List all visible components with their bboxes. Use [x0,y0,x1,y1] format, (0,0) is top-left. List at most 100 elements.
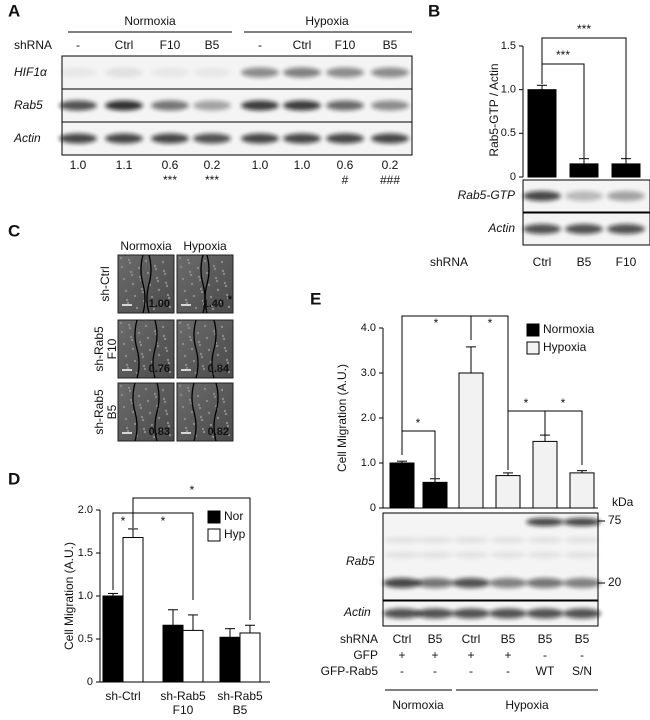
cell-texture [178,384,182,388]
error-bar [188,614,198,631]
blot-band [607,191,645,201]
row-label: GFP [353,648,378,662]
cell-texture [144,324,148,328]
quantification: 1.0 [70,158,87,172]
cell-texture [125,426,129,430]
cell-texture [226,361,230,365]
blot-band [383,608,421,619]
cell-texture [129,270,133,274]
cell-texture [216,353,220,357]
cell-texture [199,287,203,291]
cell-texture [161,388,165,392]
blot-band [384,537,420,543]
cell-texture [156,279,160,283]
blot-band [453,552,489,558]
cell-texture [185,366,189,370]
cell-texture [187,326,191,330]
cell-texture [197,275,201,279]
cell-texture [201,427,205,431]
row-label: B5 [105,404,119,419]
cell-texture [138,403,142,407]
cell-texture [192,359,196,363]
cell-texture [141,418,145,422]
cell-texture [143,367,147,371]
cell-texture [146,399,150,403]
cell-texture [161,260,165,264]
gfp-value: + [398,648,405,662]
y-tick-label: 2.0 [361,412,376,424]
cell-texture [203,387,207,391]
cell-texture [212,329,216,333]
cell-texture [141,290,145,294]
quantification: 0.6 [337,158,354,172]
cell-texture [144,259,148,263]
marker-label: 20 [608,575,622,589]
cell-texture [126,366,130,370]
blot-band [489,578,527,588]
blot-band [371,67,409,78]
cell-texture [152,435,156,439]
cell-texture [128,326,132,330]
cell-texture [130,273,134,277]
cell-texture [216,416,220,420]
lane-label: - [258,38,262,52]
blot-band [564,552,600,558]
wound-edge [146,254,152,314]
cell-texture [150,295,154,299]
blot-band [490,552,526,558]
legend-swatch [526,341,540,355]
quantification: 1.0 [252,158,269,172]
cell-texture [178,256,182,260]
bar [569,163,599,178]
cell-texture [126,429,130,433]
cell-texture [181,405,185,409]
cell-texture [190,410,194,414]
bar [182,629,204,683]
cell-texture [216,288,220,292]
blot-band [607,224,645,234]
cell-texture [222,272,226,276]
blot-band [151,133,189,144]
error-bar [430,478,440,483]
cell-texture [200,290,204,294]
cell-texture [189,338,193,342]
cell-texture [146,271,150,275]
gfp-value: - [580,648,584,662]
cell-texture [168,433,172,437]
cell-texture [157,416,161,420]
y-axis-label: Cell Migration (A.U.) [62,542,76,650]
cell-texture [139,343,143,347]
blot-band [283,67,321,78]
y-tick-label: 1.5 [78,547,93,559]
cell-texture [207,411,211,415]
legend-swatch [207,510,221,524]
row-label: GFP-Rab5 [321,664,379,678]
cell-texture [129,398,133,402]
cell-texture [192,422,196,426]
row-label: shRNA [430,255,468,269]
cell-texture [183,289,187,293]
blot-band [241,100,279,111]
cell-texture [129,335,133,339]
gfp-value: + [504,648,511,662]
blot-band [565,191,603,201]
blot-band [105,133,143,144]
cell-texture [225,293,229,297]
blot-band [241,67,279,78]
cell-texture [154,395,158,399]
cell-texture [197,340,201,344]
wound-edge [200,254,206,314]
cell-texture [131,410,135,414]
cell-texture [187,261,191,265]
cell-texture [188,398,192,402]
cell-texture [205,399,209,403]
cell-texture [221,334,225,338]
bar [239,632,261,683]
cell-texture [142,364,146,368]
blot-band [452,578,490,588]
lane-label: B5 [205,38,220,52]
cell-texture [201,299,205,303]
cell-texture [210,432,214,436]
significance: * [161,514,166,528]
blot-label: Actin [343,605,371,619]
